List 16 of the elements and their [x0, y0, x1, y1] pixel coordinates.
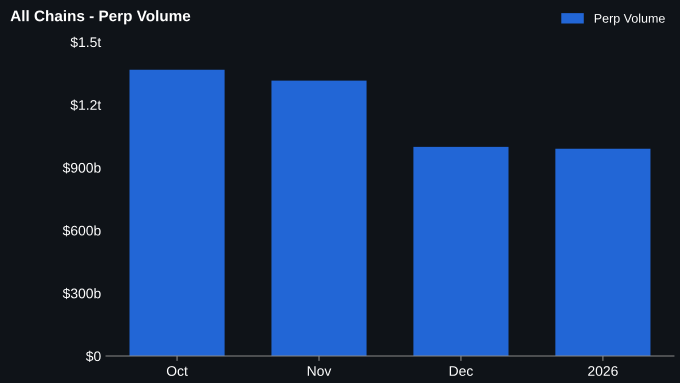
x-tick-label: 2026: [588, 366, 618, 376]
y-tick-label: $0: [86, 350, 101, 362]
bar: [413, 146, 509, 356]
bar: [271, 80, 367, 356]
bar: [130, 70, 225, 356]
x-tick-label: Oct: [166, 366, 188, 376]
x-tick-label: Nov: [308, 366, 332, 376]
y-tick-label: $600b: [62, 225, 101, 236]
y-tick-label: $900b: [62, 162, 101, 174]
y-tick-label: $1.2t: [70, 100, 102, 111]
y-tick-label: $300b: [62, 288, 101, 300]
legend-label: Perp Volume: [594, 14, 665, 26]
y-tick-label: $1.5t: [70, 36, 102, 48]
chart-title: All Chains - Perp Volume: [10, 10, 190, 24]
bar: [555, 148, 650, 356]
x-tick-label: Dec: [450, 366, 473, 376]
